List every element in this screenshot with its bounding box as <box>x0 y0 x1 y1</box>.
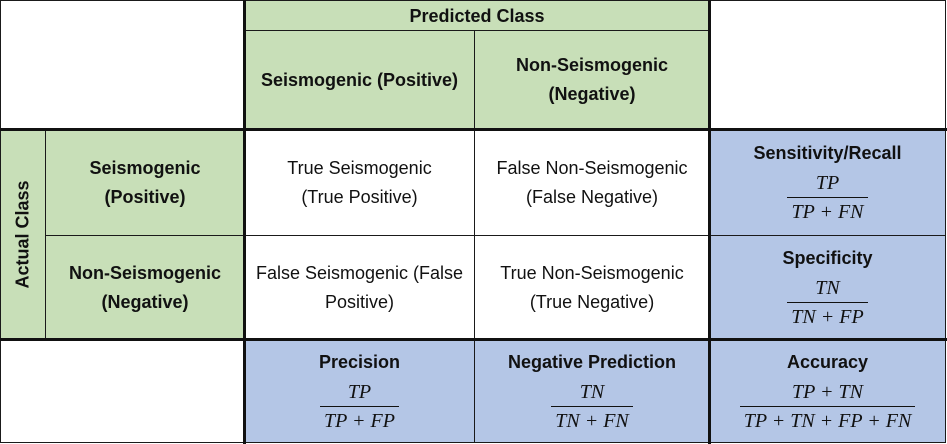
corner-empty-top-left <box>0 0 245 130</box>
row-header-negative-line1: Non-Seismogenic <box>68 262 222 283</box>
metric-accuracy-title: Accuracy <box>786 351 869 372</box>
cell-false-positive-line1: False Seismogenic (False <box>255 262 464 283</box>
metric-specificity-title: Specificity <box>782 248 873 268</box>
corner-empty-top-right <box>709 0 946 130</box>
metric-specificity: Specificity TN TN + FP <box>709 235 946 340</box>
column-header-negative-line2: (Negative) <box>548 84 636 104</box>
metric-precision-formula: TP TP + FP <box>320 380 399 433</box>
row-header-negative-line2: (Negative) <box>101 291 189 312</box>
cell-true-positive-line2: (True Positive) <box>301 186 418 207</box>
cell-false-negative-line1: False Non-Seismogenic <box>496 157 688 178</box>
metric-sensitivity-formula: TP TP + FN <box>787 171 868 224</box>
metric-precision-numerator: TP <box>347 380 372 403</box>
metric-sensitivity-numerator: TP <box>815 172 840 194</box>
metric-precision-title: Precision <box>318 351 401 372</box>
column-header-negative: Non-Seismogenic (Negative) <box>474 30 710 130</box>
column-header-positive-label: Seismogenic (Positive) <box>260 69 459 90</box>
separator-right-thick <box>708 0 711 444</box>
cell-true-positive-line1: True Seismogenic <box>287 157 432 178</box>
metric-negative-prediction-denominator: TN + FN <box>551 405 633 433</box>
metric-accuracy-formula: TP + TN TP + TN + FP + FN <box>739 380 916 433</box>
metric-sensitivity: Sensitivity/Recall TP TP + FN <box>709 129 946 236</box>
metric-precision-denominator: TP + FP <box>320 405 399 433</box>
column-header-positive: Seismogenic (Positive) <box>244 30 475 130</box>
cell-true-negative-line1: True Non-Seismogenic <box>500 262 684 283</box>
metric-accuracy: Accuracy TP + TN TP + TN + FP + FN <box>709 339 946 443</box>
metric-precision: Precision TP TP + FP <box>244 339 475 443</box>
metric-specificity-formula: TN TN + FP <box>787 276 868 329</box>
cell-true-positive: True Seismogenic (True Positive) <box>244 129 475 236</box>
separator-left-thick <box>243 0 246 444</box>
metric-accuracy-denominator: TP + TN + FP + FN <box>739 405 916 433</box>
metric-sensitivity-title: Sensitivity/Recall <box>753 143 902 163</box>
separator-top-thick <box>0 128 947 131</box>
metric-sensitivity-denominator: TP + FN <box>787 197 868 224</box>
metric-negative-prediction-numerator: TN <box>579 380 605 403</box>
row-header-positive-line1: Seismogenic <box>89 157 201 178</box>
cell-false-positive-line2: Positive) <box>324 291 395 312</box>
cell-false-negative: False Non-Seismogenic (False Negative) <box>474 129 710 236</box>
row-header-negative: Non-Seismogenic (Negative) <box>45 235 245 340</box>
cell-true-negative-line2: (True Negative) <box>529 291 655 312</box>
actual-class-header: Actual Class <box>0 129 46 340</box>
metric-specificity-denominator: TN + FP <box>787 302 868 329</box>
corner-empty-bottom-left <box>0 339 245 443</box>
row-header-positive: Seismogenic (Positive) <box>45 129 245 236</box>
metric-accuracy-numerator: TP + TN <box>792 380 863 403</box>
actual-class-label: Actual Class <box>12 180 33 289</box>
row-header-positive-line2: (Positive) <box>104 186 186 207</box>
metric-negative-prediction: Negative Prediction TN TN + FN <box>474 339 710 443</box>
column-header-negative-line1: Non-Seismogenic <box>515 55 669 75</box>
metric-negative-prediction-title: Negative Prediction <box>507 351 677 372</box>
cell-true-negative: True Non-Seismogenic (True Negative) <box>474 235 710 340</box>
predicted-class-header: Predicted Class <box>244 0 710 31</box>
metric-specificity-numerator: TN <box>815 277 840 299</box>
metric-negative-prediction-formula: TN TN + FN <box>551 380 633 433</box>
separator-bottom-thick <box>0 338 947 341</box>
cell-false-negative-line2: (False Negative) <box>525 186 659 207</box>
cell-false-positive: False Seismogenic (False Positive) <box>244 235 475 340</box>
